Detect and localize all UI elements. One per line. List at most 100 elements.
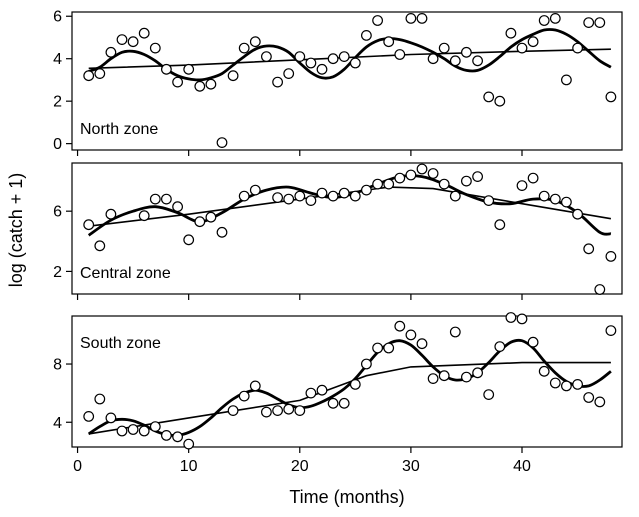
data-point bbox=[272, 76, 284, 88]
data-point bbox=[583, 243, 595, 255]
y-tick-label: 8 bbox=[53, 357, 62, 374]
data-point bbox=[416, 12, 428, 24]
data-point bbox=[283, 193, 295, 205]
data-point bbox=[183, 234, 195, 246]
data-point bbox=[561, 74, 572, 86]
data-point bbox=[394, 172, 406, 184]
data-point bbox=[505, 27, 517, 39]
data-point bbox=[416, 338, 428, 350]
data-point bbox=[305, 57, 317, 69]
data-point bbox=[327, 53, 339, 65]
data-point bbox=[449, 326, 461, 338]
data-point bbox=[494, 95, 506, 107]
data-point bbox=[238, 390, 250, 402]
data-point bbox=[127, 36, 139, 48]
data-point bbox=[594, 284, 606, 295]
panel-3: 4 8 South zone bbox=[53, 312, 623, 453]
data-point bbox=[583, 17, 595, 28]
data-point bbox=[405, 12, 417, 24]
data-point bbox=[572, 208, 583, 220]
y-tick-label: 2 bbox=[53, 264, 62, 281]
data-point bbox=[472, 55, 484, 67]
data-point bbox=[305, 195, 317, 207]
data-point bbox=[538, 365, 550, 377]
data-point bbox=[338, 187, 350, 199]
data-point bbox=[205, 211, 217, 223]
data-point bbox=[238, 190, 250, 202]
data-point bbox=[294, 190, 306, 202]
data-point bbox=[427, 373, 439, 385]
data-point bbox=[272, 405, 284, 417]
data-point bbox=[172, 431, 184, 443]
data-point bbox=[561, 380, 572, 392]
data-point bbox=[138, 210, 150, 222]
data-point bbox=[483, 91, 495, 103]
data-point bbox=[427, 53, 439, 65]
data-point bbox=[283, 68, 295, 79]
data-point bbox=[327, 190, 339, 202]
data-point bbox=[472, 171, 484, 183]
data-point bbox=[305, 387, 317, 399]
data-point bbox=[83, 411, 95, 422]
data-point bbox=[261, 51, 272, 62]
data-point bbox=[594, 396, 606, 408]
data-point bbox=[127, 424, 139, 435]
panel-frame bbox=[71, 11, 623, 151]
data-point bbox=[438, 370, 450, 382]
data-point bbox=[583, 392, 595, 403]
data-point bbox=[105, 208, 117, 220]
data-point bbox=[149, 193, 161, 205]
panel-label: North zone bbox=[80, 121, 158, 138]
data-point bbox=[116, 34, 128, 45]
data-point bbox=[549, 12, 561, 24]
x-axis-title: Time (months) bbox=[289, 487, 404, 507]
data-point bbox=[349, 379, 361, 390]
data-point bbox=[316, 187, 328, 199]
data-point bbox=[249, 380, 261, 392]
data-point bbox=[527, 36, 539, 48]
data-point bbox=[438, 42, 450, 54]
data-point bbox=[449, 55, 461, 67]
data-point bbox=[249, 184, 261, 196]
data-point bbox=[294, 51, 306, 62]
data-point bbox=[505, 312, 517, 323]
x-tick-label: 20 bbox=[291, 458, 309, 475]
data-point bbox=[316, 63, 328, 75]
data-point bbox=[338, 51, 350, 62]
data-point bbox=[361, 184, 372, 196]
data-point bbox=[461, 46, 472, 58]
panel-frame bbox=[71, 315, 623, 448]
data-point bbox=[172, 201, 184, 213]
y-tick-label: 4 bbox=[53, 51, 62, 68]
data-point bbox=[394, 49, 406, 60]
data-point bbox=[205, 78, 217, 90]
data-point bbox=[494, 219, 506, 231]
data-point bbox=[461, 175, 472, 187]
data-point bbox=[160, 193, 172, 205]
data-point bbox=[83, 219, 95, 231]
data-point bbox=[527, 336, 539, 348]
data-point bbox=[561, 196, 572, 208]
data-point bbox=[172, 76, 184, 88]
data-point bbox=[94, 393, 106, 405]
data-point bbox=[327, 397, 339, 409]
data-point bbox=[183, 438, 195, 450]
data-point bbox=[405, 329, 417, 341]
data-point bbox=[605, 91, 617, 103]
data-point bbox=[372, 15, 384, 26]
panel-2: 2 6 Central zone bbox=[53, 162, 623, 300]
y-tick-label: 6 bbox=[53, 204, 62, 221]
data-point bbox=[605, 325, 617, 337]
data-point bbox=[394, 320, 406, 332]
data-point bbox=[83, 70, 95, 82]
data-point bbox=[372, 178, 384, 190]
data-point bbox=[605, 250, 617, 262]
y-tick-label: 2 bbox=[53, 94, 62, 111]
data-point bbox=[383, 36, 395, 48]
data-point bbox=[138, 27, 150, 39]
panel-frame bbox=[71, 162, 623, 295]
data-point bbox=[160, 430, 172, 441]
data-point bbox=[216, 226, 228, 238]
data-point bbox=[372, 342, 384, 354]
panel-label: Central zone bbox=[80, 265, 171, 282]
